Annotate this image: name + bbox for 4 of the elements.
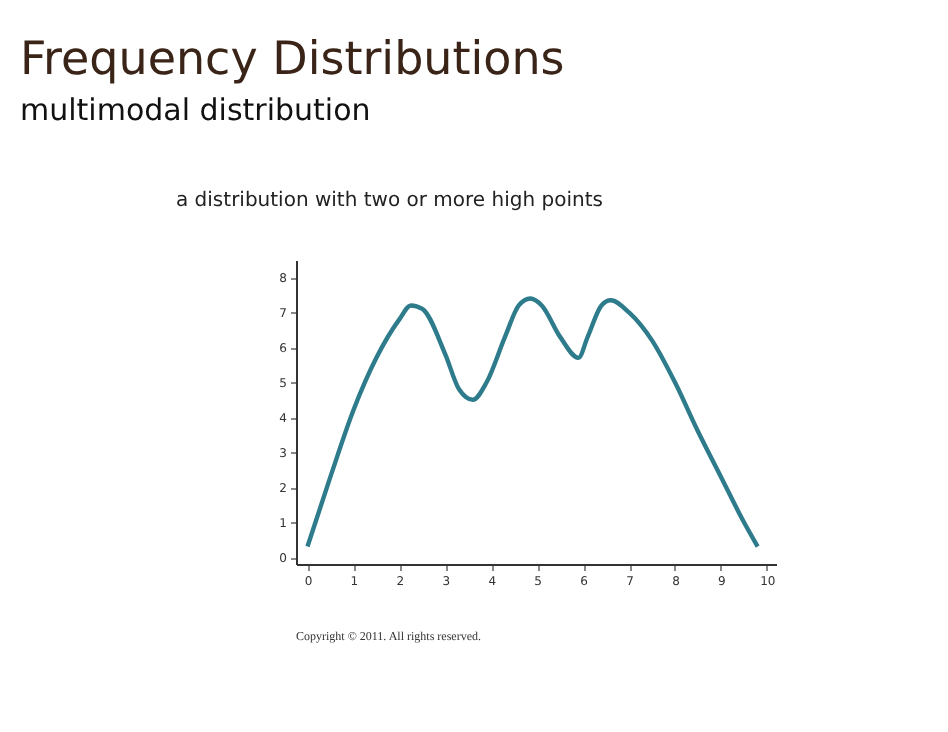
chart-subtitle: multimodal distribution bbox=[20, 92, 371, 128]
line-series bbox=[305, 296, 760, 549]
chart-title: Frequency Distributions bbox=[20, 34, 565, 86]
text: a distribution with two or more high points bbox=[176, 190, 603, 212]
